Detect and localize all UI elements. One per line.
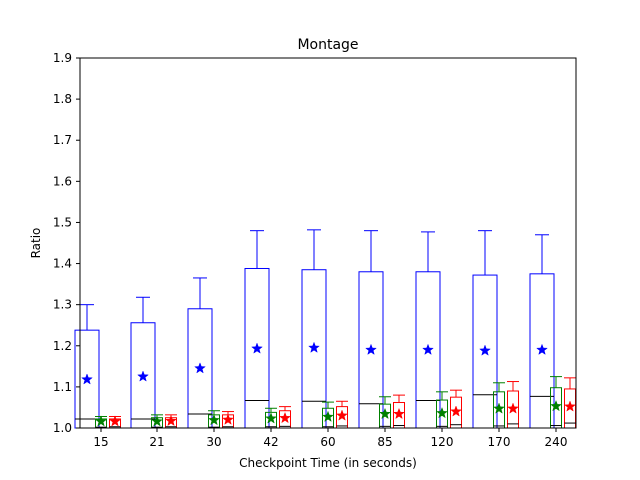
mean-star-marker [279,411,291,424]
mean-star-marker [336,409,348,421]
x-tick-label: 85 [377,435,392,449]
x-tick-label: 42 [263,435,278,449]
chart-title: Montage [297,37,358,53]
x-tick-label: 60 [320,435,335,449]
mean-star-marker [450,405,462,417]
x-axis-label: Checkpoint Time (in seconds) [239,456,417,470]
mean-star-marker [507,402,519,414]
mean-star-marker [81,373,93,385]
x-tick-label: 15 [93,435,108,449]
y-axis: 1.0 1.1 1.2 1.3 1.4 1.5 1.6 1.7 1.8 1.9 [53,51,80,435]
mean-star-marker [379,407,391,420]
mean-star-marker [151,415,163,427]
y-tick-label: 1.8 [53,92,72,106]
box-85-s2 [393,394,405,429]
box-42-s2 [279,406,291,429]
y-tick-label: 1.7 [53,133,72,147]
x-axis: 15 21 30 42 60 85 120 170 240 [93,428,567,449]
mean-star-marker [137,370,149,382]
box-240-s1 [550,376,562,429]
plot-frame [79,57,577,429]
mean-star-marker [550,399,562,412]
mean-star-marker [322,410,334,422]
mean-star-marker [109,415,121,427]
y-tick-label: 1.4 [53,257,72,271]
y-tick-label: 1.3 [53,298,72,312]
x-tick-label: 240 [545,435,568,449]
mean-star-marker [393,407,405,420]
mean-star-marker [436,406,448,419]
mean-star-marker [208,413,220,426]
y-tick-label: 1.9 [53,51,72,65]
mean-star-marker [308,341,320,353]
y-axis-label: Ratio [29,228,43,259]
box-30-s2 [222,411,234,429]
x-tick-label: 170 [488,435,511,449]
plot-marks [74,229,576,429]
mean-star-marker [493,402,505,414]
mean-star-marker [95,415,107,427]
y-tick-label: 1.6 [53,174,72,188]
box-15-s2 [109,415,121,429]
x-tick-label: 120 [431,435,454,449]
mean-star-marker [222,413,234,425]
mean-star-marker [536,343,548,355]
y-tick-label: 1.2 [53,339,72,353]
mean-star-marker [251,342,263,354]
y-tick-label: 1.5 [53,215,72,229]
y-tick-label: 1.1 [53,380,72,394]
mean-star-marker [564,400,576,412]
box-60-s0 [301,229,327,429]
mean-star-marker [194,362,206,374]
mean-star-marker [422,343,434,355]
x-tick-label: 30 [206,435,221,449]
y-tick-label: 1.0 [53,421,72,435]
mean-star-marker [479,344,491,356]
box-170-s1 [493,382,505,429]
mean-star-marker [365,343,377,355]
x-tick-label: 21 [149,435,164,449]
mean-star-marker [165,414,177,427]
mean-star-marker [265,412,277,424]
